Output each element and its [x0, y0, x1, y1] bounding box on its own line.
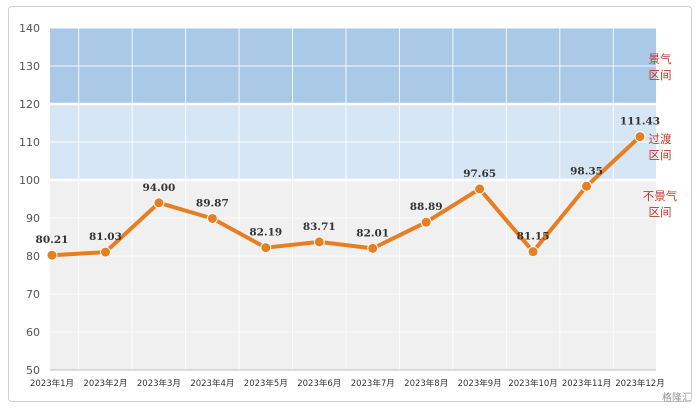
x-tick-label: 2023年2月 — [83, 378, 127, 389]
data-point — [420, 216, 432, 228]
x-tick-label: 2023年6月 — [297, 378, 341, 389]
x-tick-label: 2023年5月 — [244, 378, 288, 389]
data-label: 94.00 — [142, 182, 175, 194]
data-point — [581, 180, 593, 192]
data-label: 81.03 — [89, 231, 122, 243]
y-tick-label: 50 — [26, 364, 40, 377]
zone-label-line1: 过渡 — [649, 132, 672, 146]
zone-label-line2: 区间 — [649, 148, 672, 162]
data-label: 81.15 — [517, 231, 550, 243]
series-line — [50, 134, 642, 258]
zone-band-2 — [50, 180, 656, 370]
data-labels: 80.21 81.03 94.00 89.87 82.19 83.71 82.01 88.89… — [36, 116, 661, 247]
grid-lines — [50, 27, 656, 371]
x-tick-label: 2023年4月 — [190, 378, 234, 389]
data-label: 89.87 — [196, 197, 229, 209]
x-tick-label: 2023年9月 — [458, 378, 502, 389]
data-point — [153, 197, 165, 209]
data-label: 82.19 — [249, 227, 282, 239]
y-tick-label: 110 — [19, 136, 40, 149]
zone-label-line2: 区间 — [649, 68, 672, 82]
data-points — [46, 131, 646, 261]
data-label: 82.01 — [356, 227, 389, 239]
data-point — [527, 246, 539, 258]
y-axis-ticks: 50 60 70 80 90 100 110 120 130 140 — [19, 22, 40, 377]
data-point — [634, 131, 646, 143]
zone-label-line1: 景气 — [649, 52, 672, 66]
zone-label-line1: 不景气 — [643, 189, 678, 203]
y-tick-label: 70 — [26, 288, 40, 301]
x-tick-label: 2023年3月 — [137, 378, 181, 389]
data-label: 80.21 — [36, 234, 69, 246]
data-label: 83.71 — [303, 221, 336, 233]
zone-label-line2: 区间 — [649, 205, 672, 219]
watermark-text: 格隆汇 — [662, 393, 692, 404]
x-tick-label: 2023年10月 — [508, 378, 557, 389]
data-point — [206, 212, 218, 224]
data-point — [367, 242, 379, 254]
data-label: 111.43 — [620, 116, 660, 128]
y-tick-label: 60 — [26, 326, 40, 339]
x-tick-label: 2023年12月 — [615, 378, 664, 389]
x-tick-label: 2023年11月 — [562, 378, 611, 389]
x-tick-label: 2023年1月 — [30, 378, 74, 389]
x-axis-ticks: 2023年1月 2023年2月 2023年3月 2023年4月 2023年5月 2023年… — [30, 378, 665, 389]
data-point — [260, 242, 272, 254]
data-label: 88.89 — [410, 201, 443, 213]
y-tick-label: 140 — [19, 22, 40, 35]
data-label: 97.65 — [463, 168, 496, 180]
y-tick-label: 130 — [19, 60, 40, 73]
zone-bands — [50, 28, 656, 370]
data-point — [474, 183, 486, 195]
y-tick-label: 90 — [26, 212, 40, 225]
x-tick-label: 2023年8月 — [404, 378, 448, 389]
data-point — [99, 246, 111, 258]
y-tick-label: 100 — [19, 174, 40, 187]
data-point — [313, 236, 325, 248]
y-tick-label: 80 — [26, 250, 40, 263]
data-point — [46, 249, 58, 261]
x-tick-label: 2023年7月 — [351, 378, 395, 389]
data-label: 98.35 — [570, 165, 603, 177]
y-tick-label: 120 — [19, 98, 40, 111]
